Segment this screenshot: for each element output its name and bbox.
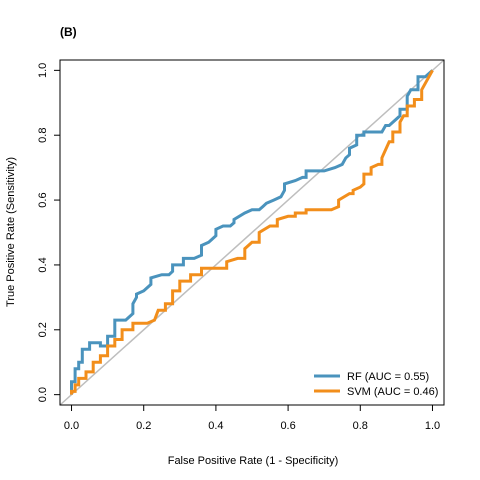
legend-label-0: RF (AUC = 0.55) xyxy=(347,371,429,383)
x-tick-label: 0.6 xyxy=(280,420,295,432)
x-tick-label: 0.4 xyxy=(208,420,223,432)
y-axis-title: True Positive Rate (Sensitivity) xyxy=(5,157,17,307)
x-axis-title: False Positive Rate (1 - Specificity) xyxy=(168,455,339,467)
series-line-0 xyxy=(70,69,434,395)
x-tick-label: 0.0 xyxy=(64,420,79,432)
x-tick-label: 0.2 xyxy=(136,420,151,432)
reference-diagonal-line xyxy=(59,59,445,406)
series-line-1 xyxy=(70,69,434,395)
y-axis: 0.0 0.2 0.4 0.6 0.8 1.0 xyxy=(37,63,60,402)
y-tick-label: 0.2 xyxy=(37,322,49,337)
y-tick-label: 1.0 xyxy=(37,63,49,78)
x-axis: 0.0 0.2 0.4 0.6 0.8 1.0 xyxy=(64,405,440,432)
y-tick-label: 0.4 xyxy=(37,257,49,272)
x-tick-label: 1.0 xyxy=(425,420,440,432)
legend-label-1: SVM (AUC = 0.46) xyxy=(347,386,438,398)
legend: RF (AUC = 0.55) SVM (AUC = 0.46) xyxy=(314,371,438,398)
plot-frame xyxy=(59,59,445,406)
y-tick-label: 0.0 xyxy=(37,387,49,402)
y-tick-label: 0.8 xyxy=(37,128,49,143)
y-tick-label: 0.6 xyxy=(37,192,49,207)
reference-layer xyxy=(59,59,445,406)
series-layer xyxy=(70,69,434,395)
x-tick-label: 0.8 xyxy=(353,420,368,432)
panel-label: (B) xyxy=(60,25,77,39)
